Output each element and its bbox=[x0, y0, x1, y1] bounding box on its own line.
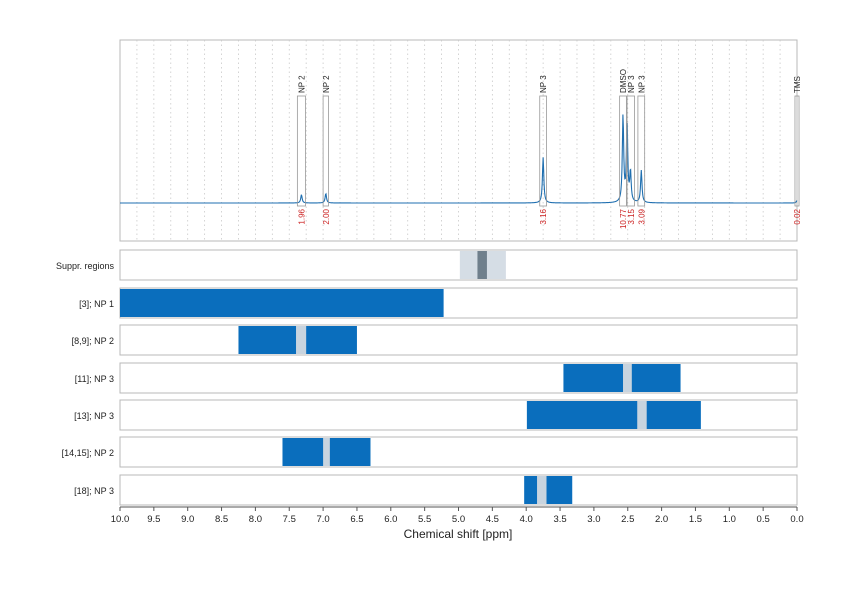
peak-region-box bbox=[637, 95, 646, 207]
peak-integral: 2.00 bbox=[322, 208, 331, 224]
suppression-core bbox=[477, 251, 487, 279]
peak-integral: 3.09 bbox=[637, 208, 646, 224]
assignment-gap bbox=[296, 326, 307, 354]
x-tick-label: 6.5 bbox=[350, 514, 363, 525]
x-axis-label: Chemical shift [ppm] bbox=[404, 527, 513, 541]
assignment-bar bbox=[526, 401, 701, 429]
row-frame bbox=[119, 474, 798, 506]
x-tick-label: 4.5 bbox=[486, 514, 499, 525]
x-tick-label: 5.5 bbox=[418, 514, 431, 525]
x-tick-label: 1.0 bbox=[723, 514, 736, 525]
peak-region-box bbox=[539, 95, 547, 207]
peak-region-box bbox=[296, 95, 306, 207]
peak-label: NP 3 bbox=[637, 75, 646, 93]
peak-label: NP 2 bbox=[322, 75, 331, 93]
x-tick-label: 0.0 bbox=[790, 514, 803, 525]
peak-region-box bbox=[619, 95, 627, 207]
row-label: [18]; NP 3 bbox=[74, 486, 114, 496]
peak-integral: 10.77 bbox=[619, 208, 628, 229]
x-tick-label: 2.0 bbox=[655, 514, 668, 525]
x-tick-label: 3.5 bbox=[553, 514, 566, 525]
peak-region-box bbox=[794, 95, 800, 207]
x-tick-label: 5.0 bbox=[452, 514, 465, 525]
x-tick-label: 6.0 bbox=[384, 514, 397, 525]
assignment-gap bbox=[537, 476, 547, 504]
x-tick-label: 9.0 bbox=[181, 514, 194, 525]
assignment-rows-panel: Suppr. regions [3]; NP 1 [8,9]; NP 2 [11]; … bbox=[56, 249, 798, 506]
row-label: [3]; NP 1 bbox=[79, 299, 114, 309]
peak-integral: 1.96 bbox=[297, 208, 306, 224]
row-label: [14,15]; NP 2 bbox=[62, 448, 114, 458]
row-label: [8,9]; NP 2 bbox=[72, 336, 114, 346]
row-label: [11]; NP 3 bbox=[75, 374, 114, 384]
assignment-gap bbox=[623, 364, 632, 392]
peak-label: NP 3 bbox=[539, 75, 548, 93]
x-tick-label: 1.5 bbox=[689, 514, 702, 525]
row-frame bbox=[119, 249, 798, 281]
peak-label: NP 3 bbox=[627, 75, 636, 93]
assignment-gap bbox=[637, 401, 647, 429]
assignment-bar bbox=[120, 289, 444, 317]
assignment-gap bbox=[323, 438, 330, 466]
peak-label: DMSO bbox=[619, 69, 628, 93]
x-tick-label: 7.0 bbox=[316, 514, 329, 525]
assignment-bar bbox=[524, 476, 573, 504]
peak-integral: 3.16 bbox=[539, 208, 548, 224]
x-axis: 10.0 9.5 9.0 8.5 8.0 7.5 7.0 6.5 6.0 5.5 5.0 4.5 4.0… bbox=[111, 506, 804, 525]
x-tick-label: 2.5 bbox=[621, 514, 634, 525]
x-tick-label: 4.0 bbox=[520, 514, 533, 525]
x-tick-label: 7.5 bbox=[283, 514, 296, 525]
row-frame bbox=[119, 362, 798, 394]
peak-integral: 3.15 bbox=[627, 208, 636, 224]
x-tick-label: 0.5 bbox=[757, 514, 770, 525]
peak-region-box bbox=[322, 95, 329, 207]
row-frame bbox=[119, 324, 798, 356]
row-label: Suppr. regions bbox=[56, 261, 115, 271]
x-tick-label: 3.0 bbox=[587, 514, 600, 525]
peak-label: NP 2 bbox=[297, 75, 306, 93]
spectrum-panel: NP 2 1.96 NP 2 2.00 NP 3 3.16 DMSO 10.77 NP 3 3.1… bbox=[119, 39, 802, 242]
row-label: [13]; NP 3 bbox=[74, 411, 114, 421]
x-tick-label: 9.5 bbox=[147, 514, 160, 525]
x-tick-label: 8.5 bbox=[215, 514, 228, 525]
peak-region-box bbox=[626, 95, 635, 207]
assignment-bar bbox=[563, 364, 681, 392]
x-tick-label: 10.0 bbox=[111, 514, 130, 525]
spectrum-trace bbox=[120, 114, 798, 204]
peak-integral: 0.02 bbox=[793, 208, 802, 224]
peak-label: TMS bbox=[793, 76, 802, 93]
row-frame bbox=[119, 436, 798, 468]
x-tick-label: 8.0 bbox=[249, 514, 262, 525]
